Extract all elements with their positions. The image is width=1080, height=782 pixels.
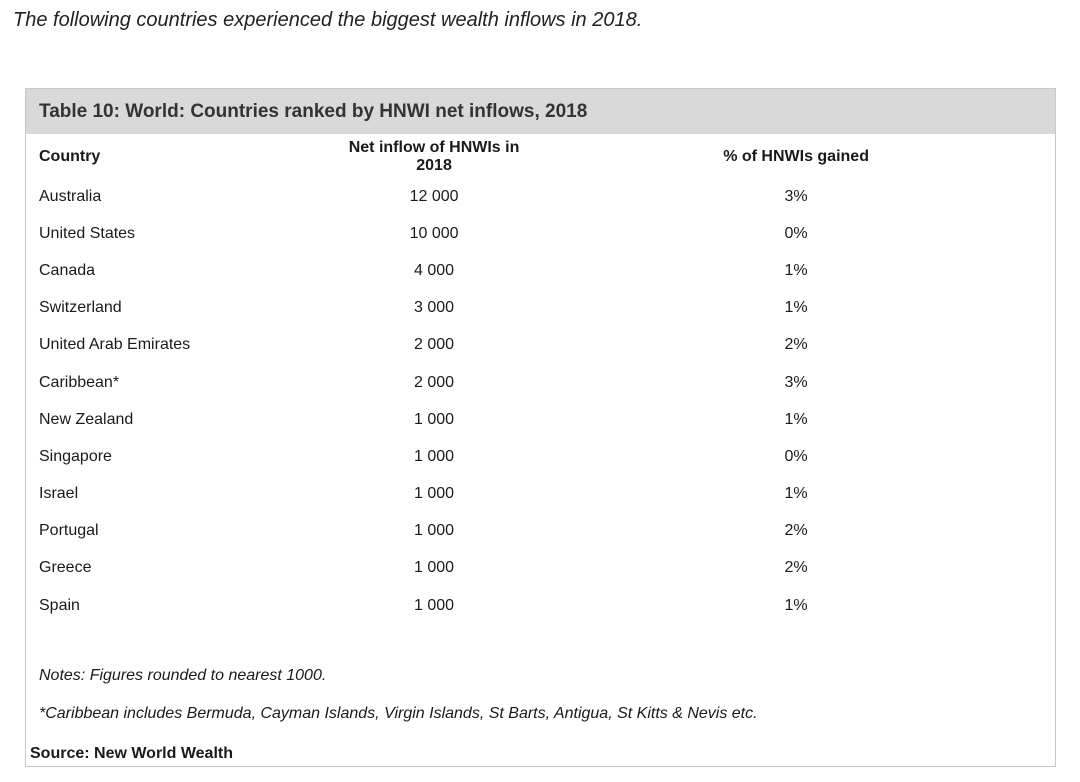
cell-percent-gained: 1% <box>784 596 808 614</box>
table-row: Greece 1 000 2% <box>26 550 1055 587</box>
table-footnote: *Caribbean includes Bermuda, Cayman Isla… <box>39 705 758 722</box>
cell-country: Spain <box>39 596 80 614</box>
cell-percent-gained: 1% <box>784 261 808 279</box>
header-country: Country <box>39 148 101 165</box>
header-net-inflow: Net inflow of HNWIs in 2018 <box>348 139 520 174</box>
table-row: Portugal 1 000 2% <box>26 513 1055 550</box>
table-row: Caribbean* 2 000 3% <box>26 364 1055 401</box>
table-row: United States 10 000 0% <box>26 215 1055 252</box>
cell-net-inflow: 12 000 <box>409 187 459 205</box>
table-row: Israel 1 000 1% <box>26 476 1055 513</box>
cell-percent-gained: 0% <box>784 224 808 242</box>
cell-country: Switzerland <box>39 299 122 317</box>
hnwi-table: Table 10: World: Countries ranked by HNW… <box>25 88 1056 767</box>
table-header-row: Country Net inflow of HNWIs in 2018 % of… <box>26 134 1055 178</box>
cell-percent-gained: 1% <box>784 299 808 317</box>
cell-net-inflow: 1 000 <box>414 447 455 465</box>
cell-percent-gained: 3% <box>784 373 808 391</box>
cell-percent-gained: 1% <box>784 410 808 428</box>
cell-net-inflow: 10 000 <box>409 224 459 242</box>
cell-net-inflow: 1 000 <box>414 596 455 614</box>
cell-country: Greece <box>39 559 92 577</box>
cell-net-inflow: 1 000 <box>414 522 455 540</box>
cell-country: Israel <box>39 485 79 503</box>
table-row: Canada 4 000 1% <box>26 252 1055 289</box>
table-row: New Zealand 1 000 1% <box>26 401 1055 438</box>
cell-percent-gained: 1% <box>784 485 808 503</box>
cell-percent-gained: 0% <box>784 447 808 465</box>
cell-net-inflow: 1 000 <box>414 485 455 503</box>
cell-country: Caribbean* <box>39 373 120 391</box>
header-percent-gained: % of HNWIs gained <box>723 148 869 165</box>
cell-country: Singapore <box>39 447 112 465</box>
cell-percent-gained: 2% <box>784 559 808 577</box>
cell-country: Australia <box>39 187 102 205</box>
cell-country: Portugal <box>39 522 99 540</box>
table-row: United Arab Emirates 2 000 2% <box>26 327 1055 364</box>
cell-country: Canada <box>39 261 96 279</box>
table-grid: Country Net inflow of HNWIs in 2018 % of… <box>26 134 1055 624</box>
cell-net-inflow: 1 000 <box>414 559 455 577</box>
cell-percent-gained: 2% <box>784 522 808 540</box>
cell-net-inflow: 2 000 <box>414 373 455 391</box>
cell-net-inflow: 4 000 <box>414 261 455 279</box>
table-source: Source: New World Wealth <box>30 745 233 762</box>
table-row: Switzerland 3 000 1% <box>26 290 1055 327</box>
cell-net-inflow: 1 000 <box>414 410 455 428</box>
cell-net-inflow: 3 000 <box>414 299 455 317</box>
table-title: Table 10: World: Countries ranked by HNW… <box>26 89 1055 134</box>
table-row: Singapore 1 000 0% <box>26 438 1055 475</box>
table-row: Australia 12 000 3% <box>26 178 1055 215</box>
cell-country: United Arab Emirates <box>39 336 191 354</box>
intro-text: The following countries experienced the … <box>13 9 643 31</box>
cell-country: New Zealand <box>39 410 134 428</box>
table-row: Spain 1 000 1% <box>26 587 1055 624</box>
cell-country: United States <box>39 224 136 242</box>
cell-percent-gained: 3% <box>784 187 808 205</box>
table-notes: Notes: Figures rounded to nearest 1000. <box>39 667 327 684</box>
cell-percent-gained: 2% <box>784 336 808 354</box>
cell-net-inflow: 2 000 <box>414 336 455 354</box>
